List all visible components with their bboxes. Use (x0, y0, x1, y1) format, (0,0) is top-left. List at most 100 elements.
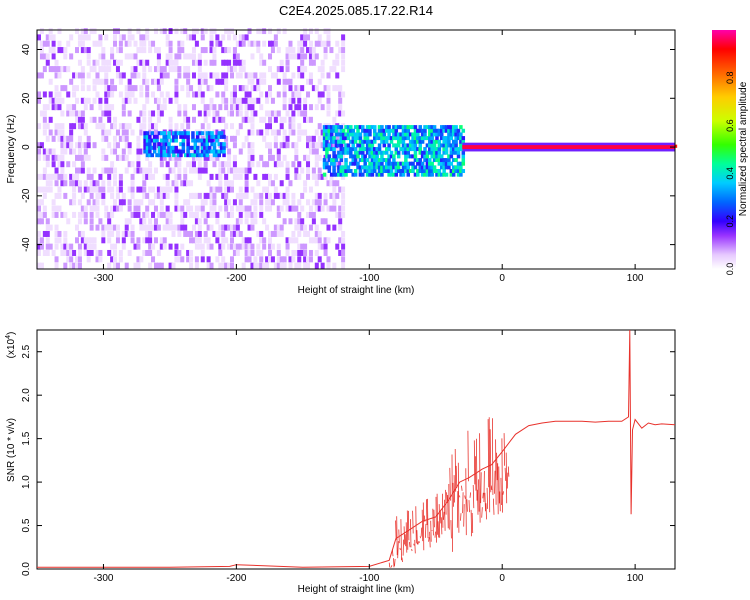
spectrogram-cell (205, 149, 210, 154)
spectrogram-cell (142, 173, 147, 180)
spectrogram-cell (197, 167, 202, 174)
spectrogram-cell (229, 243, 234, 250)
spectrogram-cell (80, 28, 85, 35)
spectrogram-cell (404, 147, 408, 152)
spectrogram-cell (113, 148, 118, 155)
spectrogram-cell (361, 147, 365, 152)
spectrogram-cell (387, 161, 391, 166)
spectrogram-cell (404, 154, 408, 159)
spectrogram-cell (194, 237, 199, 244)
spectrogram-cell (288, 256, 293, 263)
spectrogram-cell (232, 85, 237, 92)
spectrogram-cell (95, 40, 100, 47)
spectrogram-cell (288, 262, 293, 269)
spectrogram-cell (238, 34, 243, 41)
spectrogram-cell (60, 85, 65, 92)
spectrogram-cell (60, 110, 65, 117)
spectrogram-cell (113, 123, 118, 130)
spectrogram-cell (142, 34, 147, 41)
spectrogram-cell (107, 104, 112, 111)
spectrogram-cell (224, 142, 229, 149)
spectrogram-cell (326, 97, 331, 104)
spectrogram-cell (282, 97, 287, 104)
spectrogram-cell (191, 192, 196, 199)
spectrogram-cell (320, 59, 325, 66)
spectrogram-cell (229, 28, 234, 35)
spectrogram-cell (164, 138, 169, 143)
spectrogram-cell (244, 91, 249, 98)
spectrogram-cell (148, 249, 153, 256)
spectrogram-cell (37, 148, 41, 155)
spectrogram-cell (454, 147, 458, 152)
spectrogram-cell (247, 211, 252, 218)
spectrogram-cell (401, 165, 406, 170)
spectrogram-cell (37, 34, 41, 41)
spectrogram-cell (332, 180, 337, 187)
x-tick-label: 0 (499, 273, 505, 284)
spectrogram-cell (72, 72, 77, 79)
y-tick-label: 40 (21, 44, 32, 56)
spectrogram-cell (42, 154, 47, 161)
spectrogram-cell (127, 91, 132, 98)
spectrogram-cell (349, 132, 353, 137)
spectrogram-cell (396, 136, 401, 141)
spectrogram-cell (212, 104, 217, 111)
spectrogram-cell (98, 249, 103, 256)
spectrogram-cell (177, 205, 182, 212)
spectrogram-cell (183, 211, 188, 218)
spectrogram-cell (151, 110, 156, 117)
spectrogram-cell (69, 129, 74, 136)
spectrogram-cell (238, 230, 243, 237)
spectrogram-cell (373, 154, 377, 159)
spectrogram-cell (86, 85, 91, 92)
spectrogram-cell (256, 28, 261, 35)
spectrogram-cell (197, 205, 202, 212)
spectrogram-cell (346, 128, 351, 133)
spectrogram-cell (323, 53, 328, 60)
spectrogram-cell (227, 186, 232, 193)
spectrogram-cell (189, 148, 194, 155)
spectrogram-cell (377, 150, 382, 155)
spectrogram-cell (159, 104, 164, 111)
spectrogram-cell (221, 91, 226, 98)
spectrogram-cell (115, 72, 120, 79)
spectrogram-cell (54, 66, 59, 73)
spectrogram-cell (113, 180, 118, 187)
spectrogram-cell (413, 136, 418, 141)
spectrogram-cell (440, 172, 444, 177)
spectrogram-cell (77, 72, 82, 79)
spectrogram-cell (335, 72, 340, 79)
spectrogram-cell (127, 249, 132, 256)
spectrogram-cell (89, 205, 94, 212)
spectrogram-cell (159, 262, 164, 269)
spectrogram-cell (358, 143, 363, 148)
spectrogram-cell (54, 262, 59, 269)
spectrogram-cell (392, 158, 396, 163)
spectrogram-cell (168, 167, 173, 174)
spectrogram-cell (162, 149, 166, 154)
spectrogram-cell (98, 104, 103, 111)
spectrogram-cell (221, 262, 226, 269)
spectrogram-cell (77, 211, 82, 218)
spectrogram-cell (428, 172, 432, 177)
spectrogram-cell (162, 97, 167, 104)
spectrogram-cell (189, 262, 194, 269)
spectrogram-cell (437, 139, 442, 144)
spectrogram-cell (45, 34, 50, 41)
spectrogram-cell (232, 53, 237, 60)
spectrogram-cell (268, 192, 273, 199)
spectrogram-cell (168, 186, 173, 193)
spectrogram-cell (291, 237, 296, 244)
spectrogram-cell (207, 131, 212, 136)
spectrogram-cell (285, 173, 290, 180)
spectrogram-cell (317, 243, 322, 250)
spectrogram-cell (229, 186, 234, 193)
spectrogram-cell (153, 97, 158, 104)
spectrogram-cell (51, 66, 56, 73)
spectrogram-cell (165, 53, 170, 60)
spectrogram-cell (172, 153, 176, 158)
spectrogram-cell (416, 147, 420, 152)
spectrogram-cell (54, 85, 59, 92)
spectrogram-cell (212, 149, 217, 154)
spectrogram-cell (130, 91, 135, 98)
